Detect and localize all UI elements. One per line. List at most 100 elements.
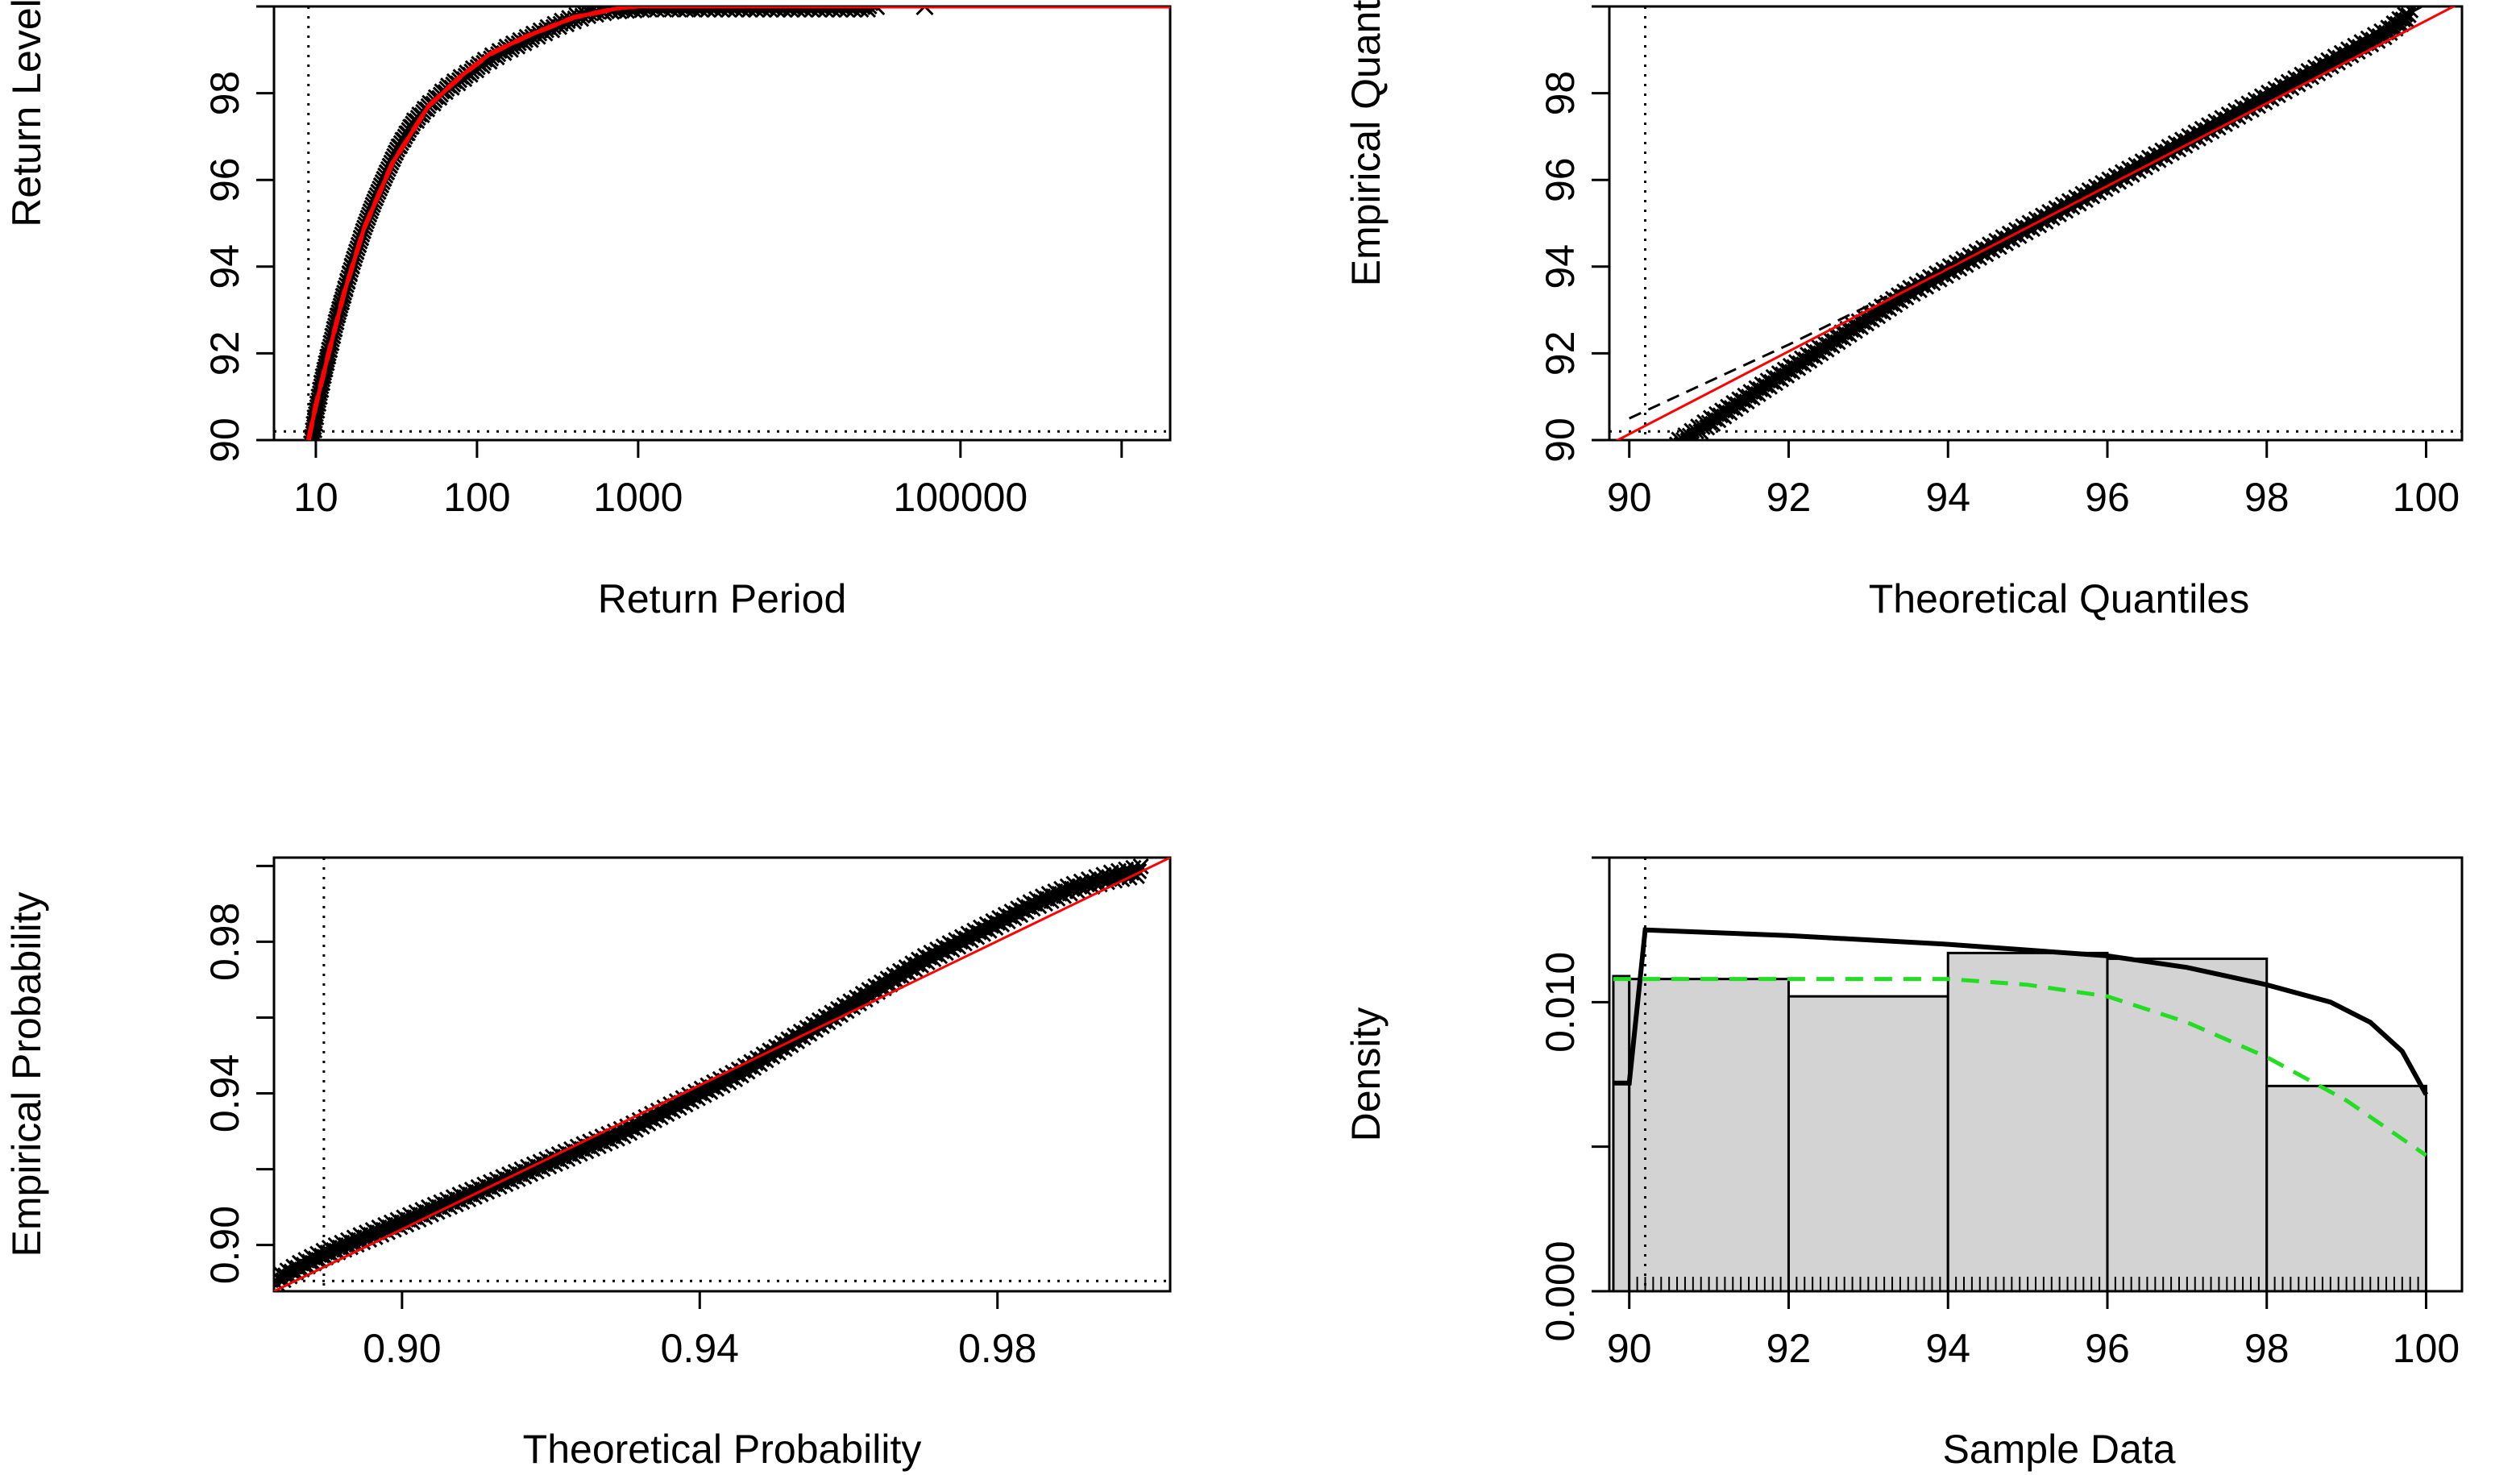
- y-tick-label: 96: [202, 157, 247, 202]
- fit-dashed-line: [305, 6, 639, 440]
- x-tick-label: 98: [2244, 475, 2290, 520]
- data-point-marker: [861, 6, 878, 15]
- plot-frame: [272, 5, 1172, 442]
- data-point-marker: [845, 6, 862, 19]
- x-tick-label: 100: [2393, 475, 2460, 520]
- data-point-marker: [2402, 6, 2419, 19]
- data-point-marker: [692, 6, 709, 19]
- y-tick-label: 0.000: [1538, 1240, 1583, 1341]
- x-tick-label: 0.94: [661, 1326, 739, 1371]
- y-axis-title: Density: [1343, 1008, 1389, 1142]
- confidence-line: [309, 6, 877, 440]
- y-tick-label: 0.010: [1538, 952, 1583, 1053]
- reference-line: [1615, 6, 2456, 440]
- tail-point-marker: [629, 6, 647, 16]
- x-tick-label: 90: [1607, 1326, 1652, 1371]
- density-panel: Sample Data Density 90 92 94 96 98 100 0.000 0.…: [1343, 856, 2464, 1472]
- data-point-marker: [838, 6, 856, 19]
- x-tick-label: 92: [1766, 475, 1812, 520]
- tail-point-marker: [818, 6, 837, 16]
- return-level-panel: Return Period Return Level 10 100 1000 1000…: [4, 0, 1172, 621]
- histogram-bar: [2265, 1084, 2428, 1291]
- x-tick-label: 96: [2085, 1326, 2130, 1371]
- plot-frame: [272, 856, 1172, 1293]
- x-tick-label: 92: [1766, 1326, 1812, 1371]
- data-point-marker: [790, 6, 807, 19]
- y-tick-label: 94: [202, 244, 247, 289]
- x-tick-label: 100000: [893, 475, 1028, 520]
- y-tick-label: 90: [202, 418, 247, 463]
- data-point-marker: [803, 6, 820, 19]
- y-tick-label: 0.98: [202, 903, 247, 981]
- x-tick-label: 94: [1925, 1326, 1970, 1371]
- data-point-marker: [649, 6, 666, 19]
- tail-point-marker: [867, 6, 886, 16]
- data-point-marker: [678, 6, 695, 19]
- data-point-marker: [1668, 442, 1683, 456]
- qq-panel: Theoretical Quantiles Empirical Quantile…: [1343, 0, 2464, 621]
- y-tick-label: 98: [202, 71, 247, 116]
- data-point-marker: [685, 6, 702, 19]
- x-tick-label: 100: [443, 475, 510, 520]
- x-tick-label: 0.98: [958, 1326, 1036, 1371]
- data-point-marker: [670, 6, 687, 19]
- data-point-marker: [755, 6, 772, 19]
- y-tick-label: 98: [1538, 71, 1583, 116]
- x-tick-label: 0.90: [363, 1326, 441, 1371]
- data-point-marker: [2398, 11, 2415, 28]
- data-point-marker: [775, 6, 793, 19]
- data-point-marker: [706, 6, 724, 19]
- data-point-marker: [853, 6, 870, 19]
- data-point-marker: [741, 6, 758, 19]
- tail-point-marker: [748, 6, 766, 16]
- x-tick-label: 100: [2393, 1326, 2460, 1371]
- data-point-marker: [656, 6, 673, 19]
- data-point-marker: [748, 6, 765, 19]
- data-point-marker: [727, 6, 744, 19]
- y-tick-label: 96: [1538, 157, 1583, 202]
- data-point-marker: [769, 6, 786, 19]
- data-point-marker: [618, 6, 636, 19]
- x-tick-label: 1000: [593, 475, 683, 520]
- y-tick-label: 0.94: [202, 1054, 247, 1132]
- y-tick-label: 0.90: [202, 1206, 247, 1284]
- data-point-marker: [811, 6, 828, 19]
- x-axis-title: Theoretical Quantiles: [1869, 576, 2249, 621]
- histogram-bar: [2106, 958, 2269, 1291]
- data-point-marker: [824, 6, 841, 19]
- data-point-marker: [302, 434, 319, 440]
- plot-area: [274, 858, 1170, 1291]
- data-point-marker: [796, 6, 813, 19]
- plot-area: [1612, 858, 2429, 1291]
- y-axis-title: Empirical Probability: [4, 892, 49, 1257]
- x-tick-label: 90: [1607, 475, 1652, 520]
- pp-panel: Theoretical Probability Empirical Probab…: [4, 856, 1172, 1472]
- tail-point-marker: [783, 6, 801, 16]
- tail-point-marker: [678, 6, 696, 16]
- plot-area: [1609, 6, 2462, 456]
- x-tick-label: 10: [293, 475, 338, 520]
- x-tick-label: 98: [2244, 1326, 2290, 1371]
- y-tick-label: 94: [1538, 244, 1583, 289]
- data-point-marker: [734, 6, 751, 19]
- histogram-bar: [1612, 974, 1631, 1291]
- x-axis-title: Return Period: [598, 576, 847, 621]
- histogram-bar: [1946, 951, 2109, 1291]
- plot-frame: [1608, 5, 2464, 442]
- y-tick-label: 92: [1538, 331, 1583, 376]
- plot-area: [274, 6, 1170, 440]
- x-tick-label: 94: [1925, 475, 1970, 520]
- x-axis-title: Theoretical Probability: [523, 1427, 922, 1472]
- data-point-marker: [663, 6, 680, 19]
- confidence-line: [1629, 6, 2425, 420]
- data-point-marker: [783, 6, 799, 19]
- data-point-marker: [859, 6, 877, 19]
- tail-point-marker: [915, 6, 934, 16]
- reference-line: [274, 858, 1170, 1291]
- data-point-marker: [700, 6, 716, 19]
- fit-line: [306, 6, 1170, 440]
- x-tick-label: 96: [2085, 475, 2130, 520]
- y-axis-title: Return Level: [4, 0, 49, 227]
- histogram-bar: [1628, 978, 1790, 1291]
